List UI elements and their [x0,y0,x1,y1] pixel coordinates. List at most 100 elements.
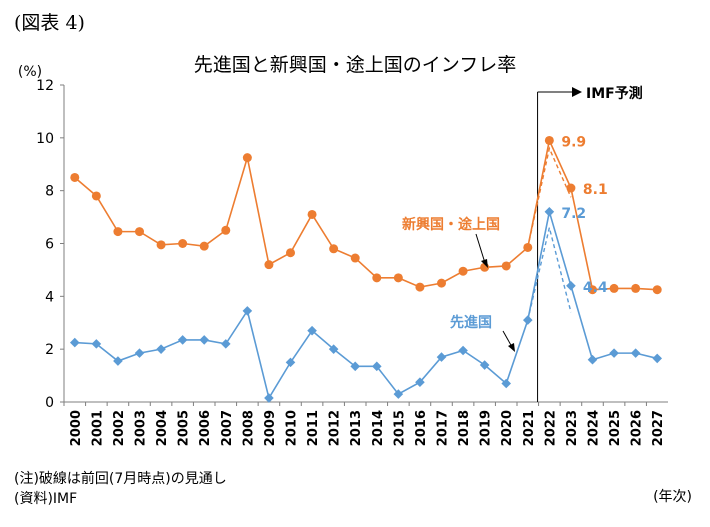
data-point [436,352,447,362]
x-tick-label: 2015 [392,410,407,446]
x-tick-label: 2009 [263,410,278,446]
data-point [307,209,317,219]
series-line-2 [74,211,658,401]
data-point [393,273,403,283]
y-tick-label: 8 [45,184,54,200]
data-label: 8.1 [583,182,608,198]
data-point [350,253,360,263]
data-point [566,183,576,193]
x-tick-label: 2004 [155,410,170,446]
series-lines [74,137,658,401]
axes: (%) 0 2 4 6 8 10 12 2000 2001 2002 2003 2004 2005 2006… [18,64,668,446]
data-point [221,225,231,235]
data-point [220,339,231,349]
data-point [199,335,210,345]
note-dashed-line: (注)破線は前回(7月時点)の見通し [14,471,227,487]
series-label-leader [475,233,486,264]
series-label-emerging: 新興国・途上国 [402,216,500,233]
data-point [631,283,641,293]
data-point [652,285,662,295]
figure-label: (図表 4) [14,12,85,34]
series-label-advanced: 先進国 [450,314,492,331]
data-point [264,260,274,270]
x-tick-label: 2021 [522,410,537,446]
data-point [199,241,209,251]
data-point [156,240,166,250]
data-point [135,227,144,237]
series-label-leader-arrowhead [481,259,488,268]
data-point [91,191,101,201]
data-point [178,239,188,248]
data-point [69,337,80,348]
data-point [350,361,361,372]
x-tick-label: 2001 [90,410,105,446]
data-point [134,348,145,358]
x-axis-unit: (年次) [653,489,692,505]
data-point [458,266,468,276]
x-tick-label: 2024 [587,410,602,446]
x-tick-label: 2007 [220,410,235,446]
x-tick-label: 2025 [608,410,623,446]
x-tick-label: 2017 [436,410,451,446]
x-tick-label: 2019 [479,410,494,446]
y-tick-label: 12 [36,78,54,94]
data-point [177,335,188,345]
x-tick-label: 2008 [241,410,256,446]
data-point [609,283,619,293]
x-tick-label: 2012 [328,410,343,446]
chart-title: 先進国と新興国・途上国のインフレ率 [193,54,517,76]
y-tick-label: 4 [45,289,54,305]
data-point [113,356,123,366]
previous-forecast-line-2 [527,227,572,321]
data-label: 4.4 [583,280,608,296]
data-point [91,339,102,349]
data-point [242,153,252,163]
data-point [544,135,554,145]
data-point [501,378,512,389]
series-markers [69,135,663,403]
data-point [307,325,317,336]
x-tick-label: 2003 [134,410,149,446]
series-label-leader-arrowhead [508,343,515,352]
previous-forecast-line-1 [527,146,572,248]
forecast-arrowhead [572,87,582,97]
data-point [609,348,619,358]
data-label: 9.9 [561,134,586,150]
series-line-1 [74,137,658,291]
data-point [437,278,446,288]
data-point [328,344,339,354]
x-tick-label: 2005 [177,410,192,446]
data-point [286,248,295,258]
data-point [458,345,468,356]
data-label: 7.2 [561,206,586,222]
x-tick-label: 2000 [69,410,84,446]
x-tick-label: 2016 [414,410,429,446]
x-tick-label: 2020 [500,410,515,446]
x-tick-label: 2010 [285,410,300,446]
data-point [415,282,425,292]
data-point [113,227,123,237]
data-point [372,273,382,283]
forecast-label: IMF予測 [586,85,643,102]
x-tick-label: 2023 [565,410,580,446]
x-tick-label: 2002 [112,410,127,446]
data-point [70,172,80,182]
data-point [630,348,641,358]
data-point [415,377,425,387]
y-tick-label: 2 [45,342,54,358]
data-point [479,360,490,370]
data-point [264,393,274,403]
data-point [522,315,533,325]
data-point [501,261,511,271]
data-point [587,354,598,365]
y-tick-label: 6 [45,237,54,253]
data-point [371,361,382,372]
data-point [329,244,339,254]
y-tick-label: 0 [45,395,54,411]
x-tick-label: 2018 [457,410,472,446]
y-axis-label: (%) [18,64,42,80]
x-tick-label: 2022 [543,410,558,446]
x-tick-label: 2014 [371,410,386,446]
